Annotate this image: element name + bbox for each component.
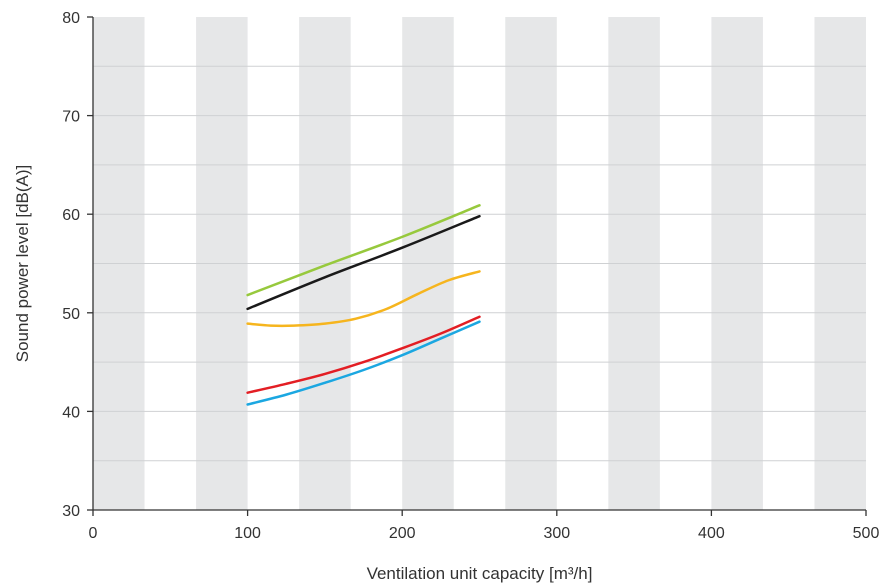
series-line-1	[246, 204, 481, 297]
gridlines	[93, 65, 866, 462]
axes	[87, 16, 867, 516]
y-tick-label: 70	[62, 109, 80, 126]
y-axis-title: Sound power level [dB(A)]	[13, 165, 32, 363]
x-tick-label: 500	[853, 525, 880, 542]
tick-labels: 30 40 50 60 70 80 0 100 200 300 400 500	[62, 10, 879, 542]
x-axis-title: Ventilation unit capacity [m³/h]	[367, 564, 593, 583]
series-line-3	[246, 270, 481, 328]
series-lines	[246, 204, 481, 406]
x-tick-label: 100	[234, 525, 261, 542]
series-line-4	[246, 315, 481, 394]
x-tick-label: 200	[389, 525, 416, 542]
series-line-5	[246, 320, 481, 406]
y-tick-label: 60	[62, 207, 80, 224]
y-tick-label: 50	[62, 306, 80, 323]
y-tick-label: 30	[62, 503, 80, 520]
x-tick-label: 300	[543, 525, 570, 542]
series-line-2	[246, 214, 481, 311]
y-tick-label: 40	[62, 404, 80, 421]
x-tick-label: 400	[698, 525, 725, 542]
y-tick-label: 80	[62, 10, 80, 27]
x-tick-label: 0	[89, 525, 98, 542]
